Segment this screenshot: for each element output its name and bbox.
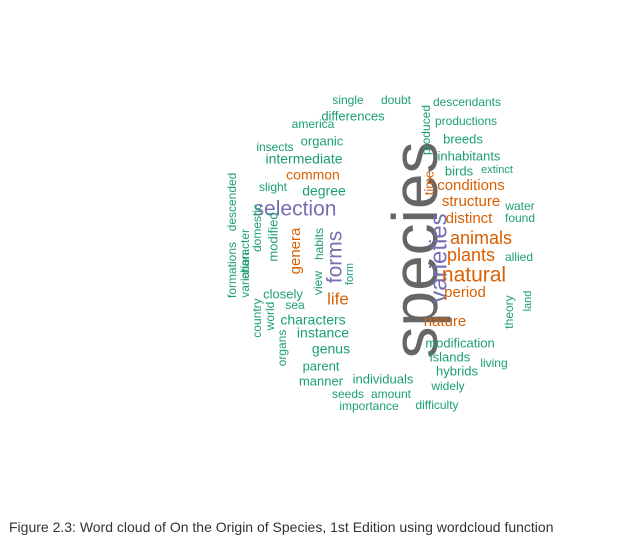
- word-world: world: [263, 302, 277, 332]
- word-genera: genera: [287, 227, 304, 274]
- word-species: species: [379, 142, 451, 359]
- word-insects: insects: [256, 140, 293, 154]
- word-distinct: distinct: [446, 210, 494, 227]
- word-america: america: [292, 117, 335, 131]
- word-country: country: [250, 298, 264, 337]
- word-seeds: seeds: [332, 387, 364, 401]
- word-period: period: [444, 284, 486, 301]
- word-differences: differences: [321, 108, 385, 123]
- word-selection: selection: [254, 198, 337, 221]
- word-slight: slight: [259, 180, 288, 194]
- word-nature: nature: [424, 313, 467, 330]
- word-hybrids: hybrids: [436, 363, 478, 378]
- word-islands: islands: [430, 349, 471, 364]
- word-varieties: varieties: [425, 213, 452, 302]
- word-cloud: species varieties selection natural forms ani…: [225, 93, 535, 413]
- word-single: single: [332, 93, 364, 107]
- word-forms: forms: [324, 231, 347, 284]
- word-doubt: doubt: [381, 93, 412, 107]
- word-natural: natural: [442, 264, 506, 287]
- word-habits: habits: [312, 228, 326, 260]
- word-closely: closely: [263, 286, 303, 301]
- word-produced: produced: [419, 105, 433, 155]
- word-descendants: descendants: [433, 95, 501, 109]
- word-descended: descended: [225, 173, 239, 232]
- word-allied: allied: [505, 250, 533, 264]
- word-character: character: [238, 229, 252, 279]
- word-form: form: [344, 263, 356, 285]
- word-extinct: extinct: [481, 164, 513, 176]
- word-productions: productions: [435, 114, 497, 128]
- word-sea: sea: [285, 298, 305, 312]
- word-inhabitants: inhabitants: [438, 148, 501, 163]
- word-individuals: individuals: [353, 371, 414, 386]
- word-widely: widely: [430, 379, 464, 393]
- word-difficulty: difficulty: [415, 398, 458, 412]
- word-genus: genus: [312, 341, 350, 357]
- word-importance: importance: [339, 399, 399, 413]
- word-organs: organs: [275, 330, 289, 367]
- word-modification: modification: [425, 335, 494, 350]
- word-organic: organic: [301, 133, 344, 148]
- word-manner: manner: [299, 373, 344, 388]
- word-formations: formations: [225, 242, 239, 298]
- word-instance: instance: [297, 325, 349, 341]
- word-life: life: [327, 289, 349, 308]
- word-structure: structure: [442, 193, 500, 210]
- word-view: view: [311, 271, 325, 295]
- word-theory: theory: [502, 295, 516, 328]
- word-conditions: conditions: [437, 177, 505, 194]
- word-birds: birds: [445, 163, 474, 178]
- word-parent: parent: [303, 358, 340, 373]
- word-intermediate: intermediate: [265, 151, 342, 167]
- word-water: water: [504, 199, 534, 213]
- word-characters: characters: [280, 312, 345, 328]
- word-living: living: [480, 356, 507, 370]
- word-variation: variation: [238, 252, 252, 297]
- word-common: common: [286, 167, 340, 183]
- word-land: land: [522, 291, 534, 312]
- word-time: time: [421, 171, 436, 196]
- word-domestic: domestic: [250, 204, 264, 252]
- word-amount: amount: [371, 387, 412, 401]
- word-found: found: [505, 211, 535, 225]
- word-breeds: breeds: [443, 131, 483, 146]
- word-plants: plants: [447, 245, 495, 265]
- word-modified: modified: [265, 212, 280, 261]
- figure-caption: Figure 2.3: Word cloud of On the Origin …: [9, 519, 554, 535]
- word-degree: degree: [302, 183, 346, 199]
- word-animals: animals: [450, 228, 512, 248]
